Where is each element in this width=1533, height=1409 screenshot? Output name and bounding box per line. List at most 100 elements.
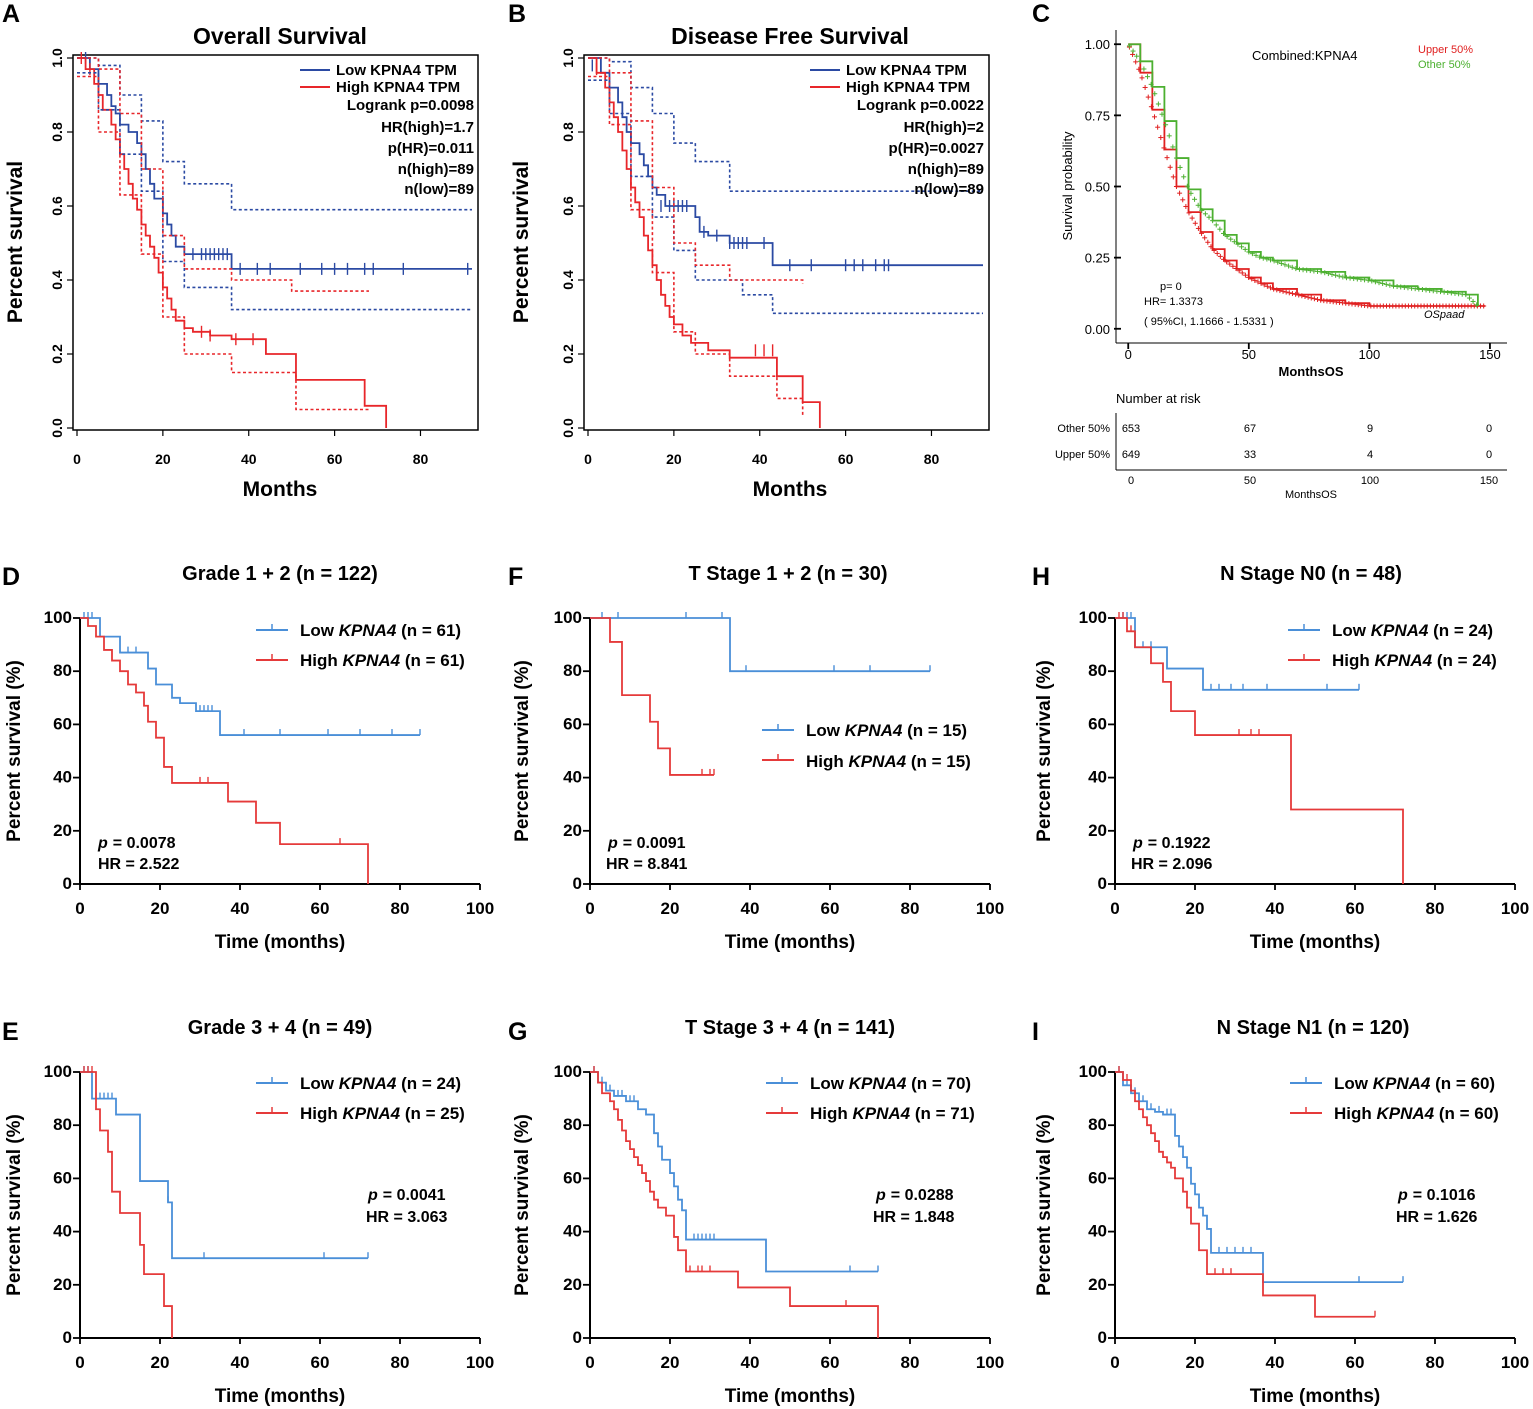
panel-label-a: A [2, 0, 20, 28]
y-axis-label: Percent survival [510, 161, 533, 323]
y-axis-label: Percent survival (%) [4, 660, 25, 842]
y-tick-label: 40 [53, 1222, 72, 1241]
y-tick-label: 60 [53, 714, 72, 733]
x-tick-label: 60 [327, 451, 343, 467]
tick-layer: 0 20 40 60 80 100 0 20 40 60 80 100 [44, 1062, 495, 1372]
x-tick-label: 0 [1125, 347, 1132, 362]
x-tick-label: 100 [466, 899, 494, 918]
x-tick-label: 50 [1242, 347, 1256, 362]
panel-label-b: B [508, 0, 526, 28]
stat-n-low: n(low)=89 [404, 181, 474, 198]
x-tick-label: 40 [231, 1353, 250, 1372]
x-tick-label: 80 [413, 451, 429, 467]
legend: Low KPNA4 TPM High KPNA4 TPM [300, 62, 460, 96]
ci-line-low-lower-ci [77, 72, 472, 311]
legend-suffix: (n = 15) [902, 721, 967, 740]
legend-label-low: Low KPNA4 (n = 24) [300, 1074, 461, 1093]
panel-label-e: E [2, 1018, 19, 1046]
x-tick-label: 150 [1479, 347, 1501, 362]
chart-n-stage-n0: N Stage N0 (n = 48) 0 20 40 60 80 100 0 20 40 60 8… [1034, 563, 1529, 953]
annotation-p: p= 0 [1160, 281, 1182, 293]
survival-curve-low-kpna4-n-15 [590, 617, 930, 673]
survival-curve-high-kpna4-n-61 [80, 617, 369, 884]
y-tick-label: 0.75 [1085, 108, 1110, 123]
x-axis-label: Time (months) [215, 932, 346, 953]
legend-gene: KPNA4 [343, 651, 401, 670]
y-tick-label: 60 [1088, 1168, 1107, 1187]
chart-t-stage-1-2: T Stage 1 + 2 (n = 30) 0 20 40 60 80 100 0 20 40… [512, 563, 1004, 953]
legend-label-low: Low KPNA4 (n = 61) [300, 621, 461, 640]
stat-hr: HR = 3.063 [366, 1209, 447, 1226]
y-tick-label: 40 [563, 768, 582, 787]
legend-prefix: Low [806, 721, 845, 740]
chart-grade-3-4: Grade 3 + 4 (n = 49) 0 20 40 60 80 100 0 20 40 60… [4, 1017, 494, 1407]
tick-layer: 0 20 40 60 80 100 0 20 40 60 80 100 [554, 608, 1005, 918]
x-axis-label: Time (months) [1250, 932, 1381, 953]
legend-gene: KPNA4 [853, 1104, 911, 1123]
x-tick-label: 100 [466, 1353, 494, 1372]
y-tick-label: 40 [563, 1222, 582, 1241]
x-tick-label: 0 [584, 451, 592, 467]
y-tick-label: 80 [563, 1115, 582, 1134]
x-tick-label: 60 [1346, 899, 1365, 918]
legend-suffix: (n = 60) [1430, 1074, 1495, 1093]
x-tick-label: 60 [821, 1353, 840, 1372]
ci-line-high-upper-ci [588, 57, 804, 284]
x-tick-label: 60 [311, 899, 330, 918]
y-tick-label: 100 [44, 608, 72, 627]
stat-p-symbol: p [875, 1187, 886, 1204]
x-tick-label: 80 [901, 899, 920, 918]
survival-curve-low-kpna4-n-24 [1115, 617, 1359, 691]
chart-title: T Stage 1 + 2 (n = 30) [689, 563, 888, 585]
legend-prefix: Low [300, 1074, 339, 1093]
risk-table-title: Number at risk [1116, 391, 1201, 406]
y-tick-label: 0 [573, 874, 582, 893]
y-tick-label: 80 [1088, 661, 1107, 680]
tick-layer: 0 50 100 150 0.00 0.25 0.50 0.75 1.00 [1085, 37, 1501, 362]
y-tick-label: 0.25 [1085, 251, 1110, 266]
legend-prefix: Low [810, 1074, 849, 1093]
legend-label-high: High KPNA4 (n = 24) [1332, 651, 1497, 670]
survival-curve-high-kpna4-tpm [77, 57, 388, 428]
legend-label-high: High KPNA4 (n = 71) [810, 1104, 975, 1123]
x-tick-label: 40 [231, 899, 250, 918]
stat-p-symbol: p [97, 835, 108, 852]
y-tick-label: 20 [1088, 1275, 1107, 1294]
stat-p-symbol: p [1132, 835, 1143, 852]
x-tick-label: 20 [155, 451, 171, 467]
legend-gene: KPNA4 [1373, 1074, 1431, 1093]
chart-title: Combined:KPNA4 [1252, 48, 1358, 63]
legend-prefix: Low [1332, 621, 1371, 640]
risk-x-tick: 50 [1244, 475, 1256, 487]
tick-layer: 0 20 40 60 80 0.0 0.2 0.4 0.6 0.8 1.0 [560, 48, 939, 467]
y-tick-label: 80 [1088, 1115, 1107, 1134]
stat-hr: HR = 2.522 [98, 856, 179, 873]
x-tick-label: 80 [1426, 1353, 1445, 1372]
panel-label-f: F [508, 563, 523, 591]
survival-curve-low-kpna4-n-24 [80, 1071, 368, 1260]
legend-suffix: (n = 70) [906, 1074, 971, 1093]
series-layer [590, 612, 931, 776]
y-tick-label: 0.6 [49, 196, 65, 216]
plot-frame [583, 54, 990, 431]
chart-title: Grade 1 + 2 (n = 122) [182, 563, 378, 585]
legend-suffix: (n = 61) [396, 621, 461, 640]
stat-p: p = 0.0041 [367, 1187, 446, 1204]
tick-layer: 0 20 40 60 80 100 0 20 40 60 80 100 [44, 608, 495, 918]
y-tick-label: 0 [63, 874, 72, 893]
legend-gene: KPNA4 [849, 752, 907, 771]
stat-p-value: = 0.0041 [383, 1187, 446, 1204]
ci-line-low-upper-ci [588, 57, 983, 192]
legend-label-high: High KPNA4 (n = 61) [300, 651, 465, 670]
panel-label-h: H [1032, 563, 1050, 591]
x-tick-label: 100 [976, 899, 1004, 918]
x-tick-label: 40 [1266, 1353, 1285, 1372]
y-tick-label: 0.0 [560, 418, 576, 438]
legend: Low KPNA4 (n = 24) High KPNA4 (n = 25) [256, 1074, 465, 1123]
x-tick-label: 40 [241, 451, 257, 467]
panel-label-i: I [1032, 1018, 1039, 1046]
panel-label-g: G [508, 1018, 527, 1046]
tick-layer: 0 20 40 60 80 100 0 20 40 60 80 100 [1079, 1062, 1530, 1372]
y-tick-label: 20 [53, 1275, 72, 1294]
